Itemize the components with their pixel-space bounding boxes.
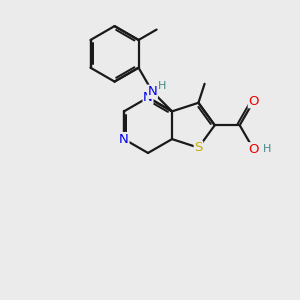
Text: H: H <box>263 144 272 154</box>
Text: O: O <box>248 95 259 108</box>
Text: N: N <box>143 91 153 104</box>
Text: N: N <box>148 85 157 98</box>
Text: S: S <box>194 141 202 154</box>
Text: H: H <box>158 81 166 91</box>
Text: N: N <box>119 133 129 146</box>
Text: O: O <box>248 143 259 156</box>
